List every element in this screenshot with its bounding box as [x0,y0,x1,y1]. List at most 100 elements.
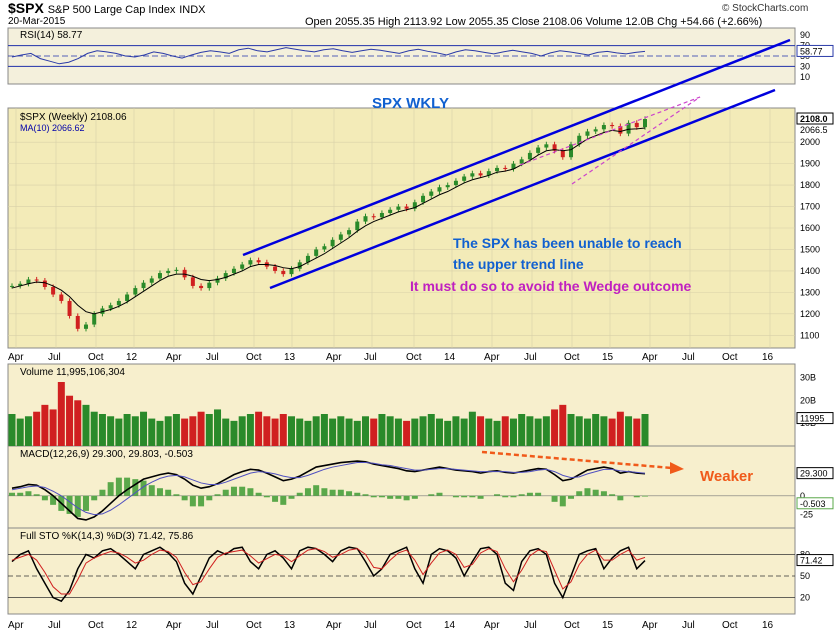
sto-tick: 20 [800,593,810,603]
macd-line [11,460,646,521]
price-body [100,308,105,314]
rsi-tick: 10 [800,72,810,82]
x-tick-label: 13 [284,620,296,631]
price-tick: 1900 [800,159,820,169]
macd-histogram-bar [189,495,196,507]
x-tick-label: Jul [206,620,219,631]
price-body [404,206,409,209]
macd-histogram-bar [107,482,114,496]
x-tick-label: Oct [722,352,738,363]
volume-bar [16,418,24,446]
volume-bar [394,418,402,446]
price-body [478,173,483,176]
x-tick-label: 12 [126,620,138,631]
x-tick-label: Jul [524,620,537,631]
x-tick-label: Oct [722,620,738,631]
rsi-current-value: 58.77 [800,46,823,56]
volume-bar [329,418,337,446]
ma-current-value: 2066.5 [800,125,828,135]
volume-bar [255,411,263,446]
price-body [601,125,606,130]
volume-bar [403,420,411,446]
rsi-tick: 90 [800,30,810,40]
macd-histogram-bar [551,495,558,502]
ma-line [11,127,646,315]
macd-histogram-bar [617,495,624,501]
macd-histogram-bar [148,485,155,496]
chart-title: $SPX S&P 500 Large Cap Index INDX [8,0,206,16]
volume-bar [41,404,49,446]
x-tick-label: 14 [444,352,456,363]
price-tick: 1700 [800,202,820,212]
volume-bar [271,418,279,446]
price-body [207,282,212,289]
sto-panel [7,527,796,615]
price-body [141,282,146,289]
macd-histogram-bar [272,495,279,502]
macd-histogram-bar [321,488,328,496]
volume-bar [123,414,131,446]
ma-label: MA(10) 2066.62 [20,123,85,133]
macd-histogram-bar [239,486,246,496]
macd-histogram-bar [559,495,566,507]
price-body [314,249,319,256]
volume-bar [238,416,246,446]
x-tick-label: 14 [444,620,456,631]
rsi-current-box [796,44,834,57]
volume-bar [592,414,600,446]
price-body [83,324,88,329]
volume-bar [485,418,493,446]
price-body [634,122,639,128]
macd-histogram-bar [17,492,24,496]
price-body [322,246,327,250]
volume-bar [370,418,378,446]
price-body [560,150,565,158]
brand-label: © StockCharts.com [722,3,809,14]
volume-bar [156,420,164,446]
price-body [421,195,426,203]
macd-histogram-bar [568,495,575,499]
volume-bar [427,414,435,446]
macd-histogram-bar [288,495,295,499]
price-body [157,273,162,279]
sto-label: Full STO %K(14,3) %D(3) 71.42, 75.86 [20,531,194,542]
volume-bar [214,409,222,446]
x-tick-label: Oct [564,620,580,631]
price-body [59,294,64,301]
symbol: $SPX [8,0,44,16]
volume-bar [33,411,41,446]
macd-histogram-bar [592,489,599,496]
annotation-title: SPX WKLY [372,95,449,112]
volume-bar [575,416,583,446]
macd-arrow-head [670,462,684,474]
price-body [593,129,598,132]
volume-tick: 20B [800,395,816,405]
annotation-note1b: the upper trend line [453,256,584,272]
price-tick: 1800 [800,180,820,190]
price-body [297,262,302,269]
volume-bar [82,404,90,446]
volume-tick: 30B [800,372,816,382]
volume-bar [181,418,189,446]
macd-histogram-bar [91,495,98,501]
x-tick-label: Oct [406,620,422,631]
x-tick-label: Oct [564,352,580,363]
macd-histogram-bar [584,488,591,496]
volume-bar [551,409,559,446]
macd-histogram-bar [576,491,583,496]
volume-bar [320,414,328,446]
macd-histogram-bar [502,495,509,498]
price-body [281,270,286,275]
macd-histogram-bar [346,491,353,496]
macd-current-box [796,467,834,480]
macd-histogram-bar [41,495,48,501]
price-body [51,287,56,295]
x-tick-label: 12 [126,352,138,363]
x-tick-label: Jul [364,620,377,631]
volume-bar [288,416,296,446]
upper-trend-line [242,38,791,257]
price-body [10,285,14,287]
x-tick-label: Apr [484,352,500,363]
price-body [199,285,204,289]
x-tick-label: 16 [762,620,774,631]
